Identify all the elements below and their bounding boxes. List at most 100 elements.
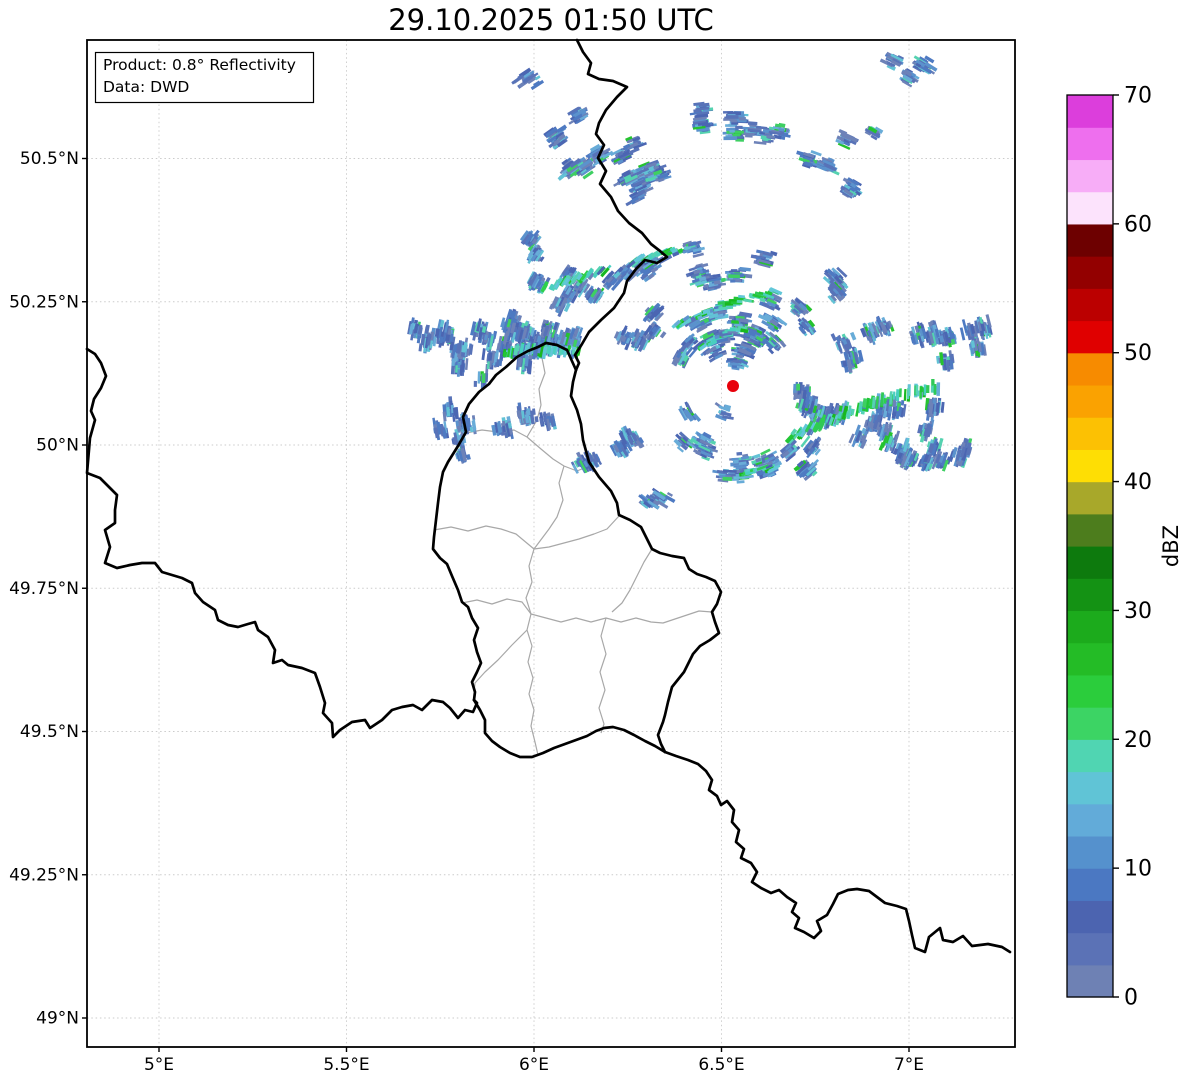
colorbar-segment <box>1067 964 1113 998</box>
echo-bin <box>849 331 857 341</box>
echo-bin <box>920 386 923 393</box>
echo-bin <box>864 128 878 137</box>
echo-bin <box>829 294 838 302</box>
echo-bin <box>722 469 737 473</box>
colorbar-segment <box>1067 191 1113 225</box>
echo-bin <box>739 266 751 272</box>
echo-bin <box>768 130 782 136</box>
echo-bin <box>898 388 902 398</box>
echo-bin <box>546 333 552 345</box>
echo-bin <box>735 125 743 129</box>
echo-bin <box>915 62 922 68</box>
echo-bin <box>810 161 818 167</box>
colorbar-segment <box>1067 932 1113 966</box>
colorbar-segment <box>1067 610 1113 644</box>
echo-bin <box>835 293 843 302</box>
echo-bin <box>606 276 614 284</box>
echo-bin <box>924 61 938 72</box>
echo-bin <box>622 272 630 280</box>
echo-bin <box>499 350 504 362</box>
echo-bin <box>900 400 905 406</box>
echo-bin <box>879 58 894 68</box>
echo-bin <box>567 106 581 116</box>
echo-bin <box>831 285 840 293</box>
axis-tick-labels: 5°E 5.5°E 6°E 6.5°E 7°E50.5°N50.25°N50°N49.7… <box>9 149 924 1075</box>
colorbar-segment <box>1067 835 1113 869</box>
echo-bin <box>545 127 558 138</box>
echo-bin <box>769 250 778 257</box>
echo-bin <box>511 74 524 85</box>
colorbar-segment <box>1067 288 1113 322</box>
country-border-path <box>85 347 479 739</box>
echo-bin <box>558 297 568 311</box>
echo-bin <box>920 64 933 75</box>
echo-bin <box>692 246 705 253</box>
echo-bin <box>730 279 736 283</box>
echo-bin <box>581 167 592 176</box>
echo-bin <box>464 358 469 370</box>
echo-bin <box>725 124 737 127</box>
echo-bin <box>531 238 538 245</box>
echo-bin <box>892 391 896 400</box>
x-tick-label: 5°E <box>144 1055 174 1075</box>
echo-bin <box>924 55 935 64</box>
echo-bin <box>634 189 646 197</box>
echo-bin <box>690 241 697 247</box>
echo-bin <box>506 343 512 350</box>
echo-bin <box>653 165 660 170</box>
echo-bin <box>449 341 454 351</box>
echo-bin <box>592 288 602 301</box>
echo-bin <box>755 125 768 130</box>
echo-bin <box>521 327 528 340</box>
echo-bin <box>915 384 919 395</box>
echo-bin <box>644 183 652 189</box>
echo-bin <box>826 268 837 279</box>
colorbar-segment <box>1067 674 1113 708</box>
echo-bin <box>729 362 739 366</box>
echo-bin <box>630 170 643 178</box>
echo-bin <box>579 158 593 169</box>
echo-bin <box>417 324 423 336</box>
echo-bin <box>870 134 878 141</box>
echo-bin <box>850 182 857 189</box>
echo-bin <box>695 274 702 279</box>
region-border-path <box>465 429 590 472</box>
echo-bin <box>535 333 540 342</box>
echo-bin <box>690 272 700 279</box>
region-border-path <box>433 515 620 550</box>
colorbar-segment <box>1067 739 1113 773</box>
y-tick-label: 49°N <box>36 1009 79 1029</box>
echo-bin <box>613 271 621 279</box>
echo-bin <box>657 173 668 180</box>
echo-bin <box>582 283 591 294</box>
echo-bin <box>726 357 738 361</box>
echo-bin <box>822 159 836 167</box>
echo-bin <box>481 348 486 361</box>
colorbar-segment <box>1067 771 1113 805</box>
echo-bin <box>522 75 533 85</box>
echo-bin <box>452 344 456 355</box>
echo-bin <box>903 70 913 77</box>
echo-bin <box>577 284 587 298</box>
echo-bin <box>622 171 632 178</box>
echo-bin <box>726 115 739 119</box>
echo-bin <box>747 121 758 126</box>
echo-bin <box>758 258 771 265</box>
x-tick-label: 7°E <box>894 1055 924 1075</box>
colorbar-segment <box>1067 159 1113 193</box>
echo-bin <box>642 265 655 276</box>
colorbar-tick-label: 70 <box>1124 84 1152 109</box>
echo-bin <box>601 150 614 159</box>
region-border-path <box>611 548 653 613</box>
echo-bin <box>653 169 663 176</box>
echo-bin <box>533 229 540 238</box>
echo-bin <box>778 122 786 128</box>
colorbar-segment <box>1067 803 1113 837</box>
echo-bin <box>890 59 901 67</box>
echo-bin <box>524 233 534 246</box>
echo-bin <box>747 128 761 133</box>
echo-bin <box>837 142 851 150</box>
echo-bin <box>688 265 702 272</box>
echo-bin <box>481 373 486 384</box>
